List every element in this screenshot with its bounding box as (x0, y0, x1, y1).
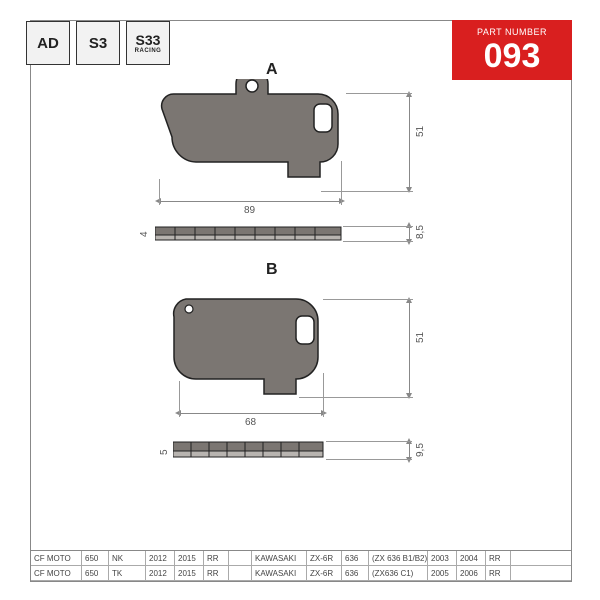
ext-line (179, 381, 180, 417)
table-cell: ZX-6R (307, 566, 342, 580)
dim-a-width: 89 (244, 205, 255, 216)
table-cell: RR (204, 566, 229, 580)
arrow-icon (155, 198, 161, 204)
table-cell: 2003 (428, 551, 457, 565)
ext-line (326, 459, 412, 460)
drawing-page: AD S3 S33 RACING PART NUMBER 093 A 51 89 (30, 20, 572, 582)
dim-a-height-line (409, 93, 410, 191)
ext-line (343, 241, 413, 242)
tag-s33: S33 RACING (126, 21, 170, 65)
pad-a-side (155, 221, 355, 245)
arrow-icon (406, 239, 412, 245)
table-row: CF MOTO650NK20122015RRKAWASAKIZX-6R636(Z… (31, 551, 571, 566)
table-cell: RR (204, 551, 229, 565)
table-cell: CF MOTO (31, 566, 82, 580)
part-number-label: PART NUMBER (452, 27, 572, 37)
tag-row: AD S3 S33 RACING (26, 21, 170, 65)
arrow-icon (406, 91, 412, 97)
arrow-icon (406, 393, 412, 399)
application-table: CF MOTO650NK20122015RRKAWASAKIZX-6R636(Z… (31, 550, 571, 581)
dim-a-side-h: 8,5 (415, 225, 426, 239)
dim-b-side-w: 5 (159, 449, 170, 455)
table-cell: KAWASAKI (252, 566, 307, 580)
tag-s3: S3 (76, 21, 120, 65)
table-cell: 2015 (175, 566, 204, 580)
table-cell: 2012 (146, 551, 175, 565)
table-cell: TK (109, 566, 146, 580)
tag-label: S33 (136, 32, 161, 48)
ext-line (326, 441, 412, 442)
tag-label: AD (37, 35, 59, 52)
table-cell: 650 (82, 566, 109, 580)
pad-b-side (173, 437, 343, 463)
ext-line (346, 93, 412, 94)
table-cell (229, 551, 252, 565)
arrow-icon (321, 410, 327, 416)
tag-ad: AD (26, 21, 70, 65)
dim-a-side-w: 4 (139, 231, 150, 237)
table-cell: RR (486, 566, 511, 580)
part-number-badge: PART NUMBER 093 (452, 20, 572, 80)
dim-b-side-h: 9,5 (415, 443, 426, 457)
arrow-icon (406, 457, 412, 463)
letter-a: A (266, 61, 278, 79)
ext-line (341, 161, 342, 205)
arrow-icon (406, 187, 412, 193)
table-cell: 636 (342, 551, 369, 565)
dim-b-height: 51 (415, 332, 426, 343)
table-cell: (ZX 636 B1/B2) (369, 551, 428, 565)
table-cell: 2005 (428, 566, 457, 580)
arrow-icon (406, 297, 412, 303)
table-cell: 2006 (457, 566, 486, 580)
ext-line (159, 179, 160, 205)
table-cell: KAWASAKI (252, 551, 307, 565)
table-cell: CF MOTO (31, 551, 82, 565)
table-cell: 2004 (457, 551, 486, 565)
table-row: CF MOTO650TK20122015RRKAWASAKIZX-6R636(Z… (31, 566, 571, 581)
arrow-icon (406, 222, 412, 228)
table-cell: 2015 (175, 551, 204, 565)
dim-b-width-line (179, 413, 323, 414)
dim-b-height-line (409, 299, 410, 397)
ext-line (321, 191, 413, 192)
table-cell (229, 566, 252, 580)
dim-a-width-line (159, 201, 341, 202)
table-cell: (ZX636 C1) (369, 566, 428, 580)
table-cell: 650 (82, 551, 109, 565)
arrow-icon (175, 410, 181, 416)
ext-line (343, 226, 413, 227)
ext-line (323, 373, 324, 417)
letter-b: B (266, 261, 278, 279)
dim-a-height: 51 (415, 126, 426, 137)
tag-sublabel: RACING (135, 48, 162, 54)
table-cell: ZX-6R (307, 551, 342, 565)
table-cell: 2012 (146, 566, 175, 580)
table-cell: NK (109, 551, 146, 565)
part-number-value: 093 (452, 39, 572, 73)
dim-b-width: 68 (245, 417, 256, 428)
table-cell: RR (486, 551, 511, 565)
tag-label: S3 (89, 35, 107, 52)
table-cell: 636 (342, 566, 369, 580)
pad-a-front (141, 79, 371, 199)
ext-line (323, 299, 413, 300)
arrow-icon (339, 198, 345, 204)
ext-line (299, 397, 413, 398)
